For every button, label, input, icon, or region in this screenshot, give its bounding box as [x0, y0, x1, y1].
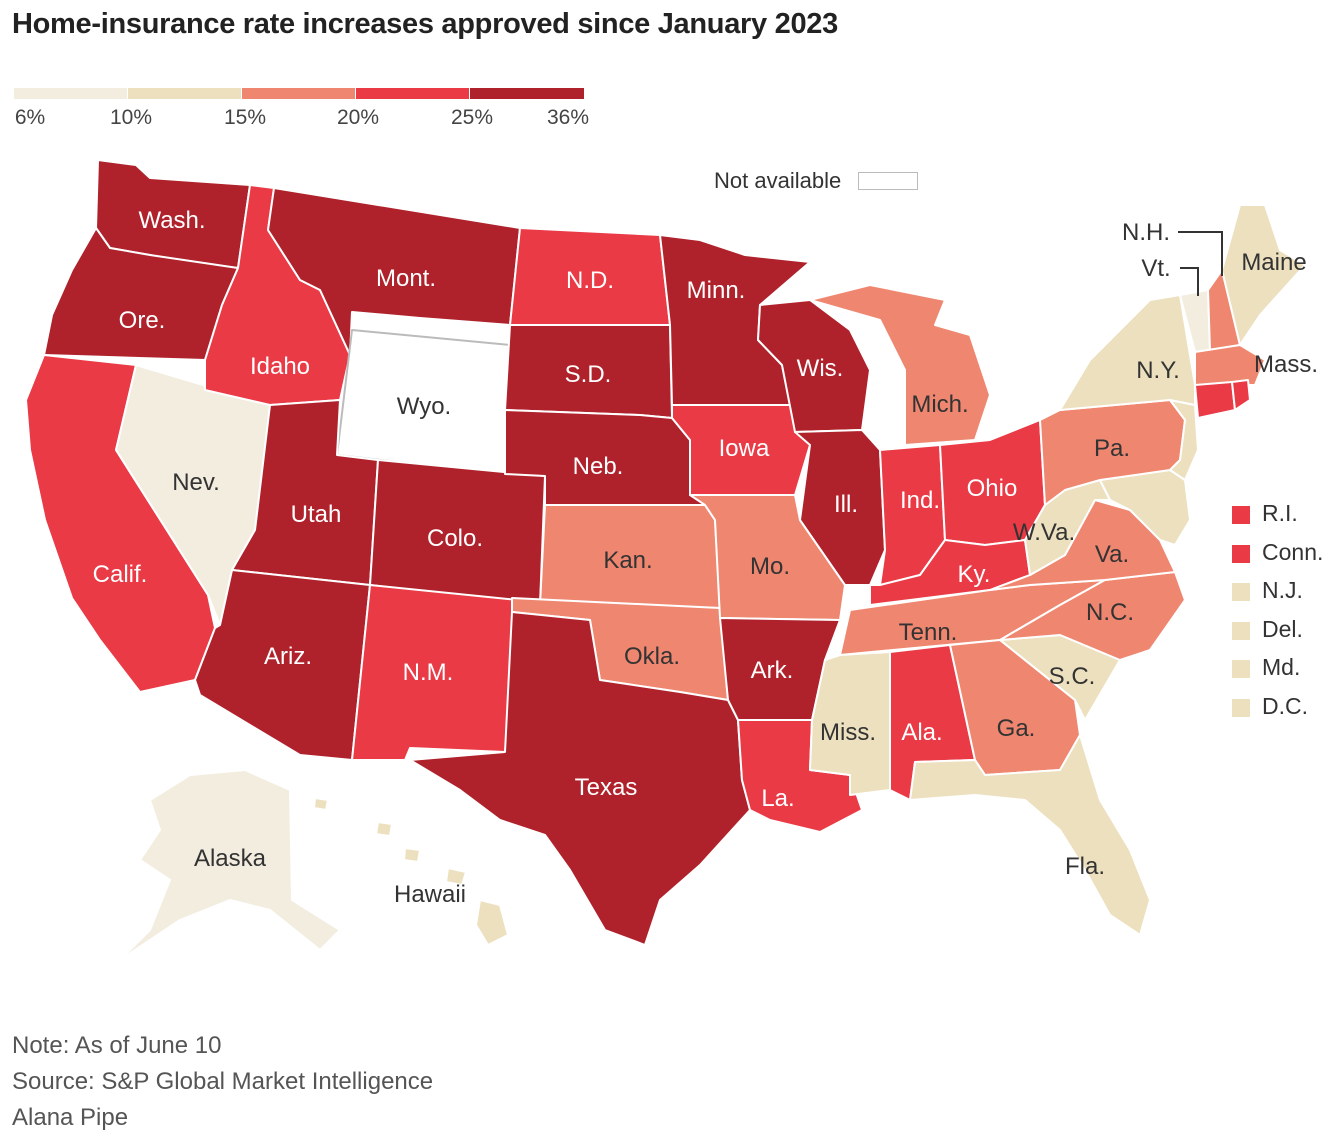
legend-tick-20: 20%: [336, 106, 380, 129]
source-text: Source: S&P Global Market Intelligence: [12, 1068, 434, 1095]
label-tenn: Tenn.: [899, 619, 958, 646]
label-ny: N.Y.: [1136, 357, 1180, 384]
label-sd: S.D.: [565, 361, 612, 388]
state-texas: [409, 611, 751, 946]
label-texas: Texas: [575, 774, 638, 801]
label-colo: Colo.: [427, 525, 483, 552]
legend-bin-15-20: [242, 88, 355, 99]
label-va: Va.: [1095, 541, 1129, 568]
label-fla: Fla.: [1065, 853, 1105, 880]
credit-text: Alana Pipe: [12, 1104, 129, 1131]
label-nc: N.C.: [1086, 599, 1134, 626]
chart-title: Home-insurance rate increases approved s…: [12, 8, 838, 40]
label-md: Md.: [1262, 654, 1301, 681]
label-ga: Ga.: [997, 715, 1036, 742]
state-hawaii-kauai: [375, 821, 393, 837]
state-ky: [869, 539, 1031, 606]
label-wva: W.Va.: [1013, 519, 1075, 546]
nh-callout-line: [1178, 231, 1223, 276]
label-ohio: Ohio: [967, 475, 1018, 502]
label-minn: Minn.: [687, 277, 746, 304]
state-hawaii-oahu: [403, 847, 421, 863]
label-ore: Ore.: [119, 307, 166, 334]
state-ri: [1231, 379, 1251, 411]
label-maine: Maine: [1241, 249, 1306, 276]
not-available-swatch: [858, 172, 918, 190]
state-conn: [1194, 381, 1236, 419]
legend-tick-25: 25%: [450, 106, 494, 129]
label-kan: Kan.: [603, 547, 652, 574]
label-nd: N.D.: [566, 267, 614, 294]
label-nh: N.H.: [1122, 219, 1170, 246]
state-hawaii-maui: [445, 867, 467, 886]
label-wyo: Wyo.: [397, 393, 451, 420]
label-wash: Wash.: [138, 207, 205, 234]
legend-tick-6: 6%: [14, 106, 46, 129]
label-mo: Mo.: [750, 553, 790, 580]
legend-bin-6-10: [14, 88, 127, 99]
label-okla: Okla.: [624, 643, 680, 670]
label-iowa: Iowa: [719, 435, 770, 462]
state-hawaii-niihau: [313, 797, 329, 811]
swatch-dc: [1232, 698, 1250, 717]
label-hawaii: Hawaii: [394, 881, 466, 908]
state-nj: [1169, 399, 1199, 481]
label-ky: Ky.: [958, 561, 991, 588]
footnotes: Note: As of June 10 Source: S&P Global M…: [12, 1028, 433, 1136]
vt-callout-line: [1180, 267, 1199, 296]
label-ark: Ark.: [751, 657, 794, 684]
legend-bin-20-25: [356, 88, 469, 99]
not-available-label: Not available: [714, 168, 842, 193]
label-vt: Vt.: [1141, 255, 1170, 282]
legend-bin-25-36: [470, 88, 584, 99]
swatch-del: [1232, 621, 1250, 640]
label-sc: S.C.: [1049, 663, 1096, 690]
label-pa: Pa.: [1094, 435, 1130, 462]
legend-tick-15: 15%: [223, 106, 267, 129]
label-ind: Ind.: [900, 487, 940, 514]
state-ny: [1059, 294, 1196, 411]
swatch-conn: [1232, 544, 1250, 563]
state-fla: [909, 734, 1151, 936]
label-conn: Conn.: [1262, 538, 1324, 565]
label-neb: Neb.: [573, 453, 624, 480]
note-text: Note: As of June 10: [12, 1032, 222, 1059]
label-alaska: Alaska: [194, 845, 267, 872]
label-la: La.: [761, 785, 794, 812]
legend-tick-36: 36%: [546, 106, 590, 129]
label-ala: Ala.: [901, 719, 942, 746]
label-wis: Wis.: [797, 355, 844, 382]
label-mont: Mont.: [376, 265, 436, 292]
swatch-md: [1232, 660, 1250, 679]
state-mich: [809, 284, 991, 446]
swatch-ri: [1232, 506, 1250, 524]
label-mich: Mich.: [911, 391, 968, 418]
label-dc: D.C.: [1262, 692, 1308, 719]
legend-tick-10: 10%: [109, 106, 153, 129]
legend-bin-10-15: [128, 88, 241, 99]
label-del: Del.: [1262, 615, 1303, 642]
label-nm: N.M.: [403, 659, 454, 686]
state-maine: [1221, 204, 1306, 346]
label-idaho: Idaho: [250, 353, 310, 380]
state-nc: [999, 571, 1186, 661]
state-mass: [1194, 344, 1266, 386]
label-ill: Ill.: [834, 491, 858, 518]
label-miss: Miss.: [820, 719, 876, 746]
label-mass: Mass.: [1254, 351, 1318, 378]
label-ri: R.I.: [1262, 500, 1298, 526]
state-alaska: [119, 769, 341, 961]
label-calif: Calif.: [93, 561, 148, 588]
label-ariz: Ariz.: [264, 643, 312, 670]
swatch-nj: [1232, 583, 1250, 602]
label-utah: Utah: [291, 501, 342, 528]
state-hawaii-big: [475, 899, 509, 946]
label-nj: N.J.: [1262, 577, 1303, 604]
label-nev: Nev.: [172, 469, 220, 496]
